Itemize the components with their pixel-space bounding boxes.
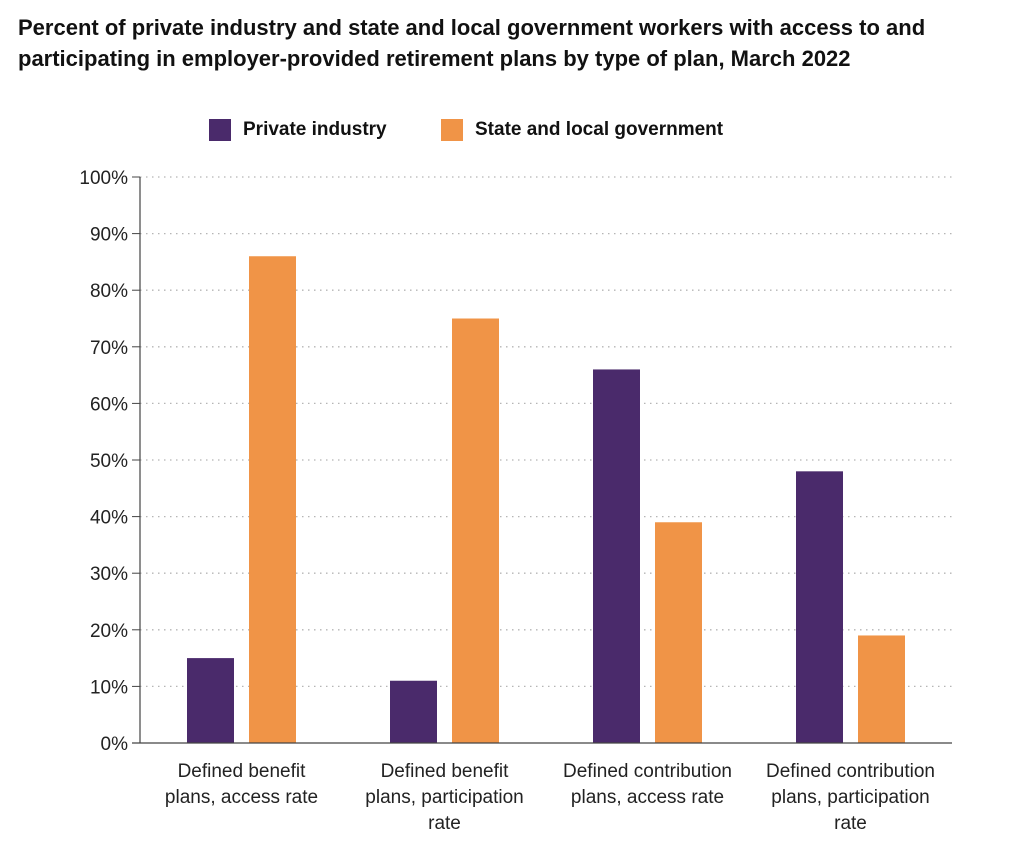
bar-state-and-local-government-1[interactable]: State and local government: 75% — [452, 319, 499, 744]
x-tick-label: Defined contribution plans, participation… — [766, 761, 935, 834]
legend: Private industry State and local governm… — [0, 117, 1024, 143]
bar-private-industry-1[interactable]: Private industry: 11% — [390, 681, 437, 743]
y-tick-label: 100% — [79, 168, 128, 189]
y-tick-label: 90% — [90, 225, 128, 246]
legend-label-private-industry: Private industry — [243, 119, 387, 141]
bars: Private industry: 15% State and local gov… — [187, 256, 905, 743]
x-tick-label: Defined benefit plans, access rate — [165, 761, 318, 808]
y-tick-label: 70% — [90, 338, 128, 359]
x-axis-labels: Defined benefit plans, access rate Defined… — [165, 761, 935, 834]
y-tick-label: 80% — [90, 281, 128, 302]
x-tick-label: Defined benefit plans, participation rate — [365, 761, 523, 834]
y-axis-ticks: 0% 10% 20% 30% 40% 50% 60% 70% 80% 90% 100% — [79, 168, 140, 755]
y-tick-label: 10% — [90, 677, 128, 698]
legend-item-private-industry[interactable]: Private industry — [209, 117, 387, 143]
chart-title: Percent of private industry and state an… — [18, 12, 978, 74]
y-tick-label: 20% — [90, 621, 128, 642]
legend-swatch-state-local-government — [441, 119, 463, 141]
legend-item-state-local-government[interactable]: State and local government — [441, 117, 723, 143]
bar-private-industry-2[interactable]: Private industry: 66% — [593, 369, 640, 743]
x-tick-label: Defined contribution plans, access rate — [563, 761, 732, 808]
y-tick-label: 60% — [90, 394, 128, 415]
y-tick-label: 30% — [90, 564, 128, 585]
legend-label-state-local-government: State and local government — [475, 119, 723, 141]
y-tick-label: 0% — [101, 734, 129, 755]
bar-state-and-local-government-3[interactable]: State and local government: 19% — [858, 635, 905, 743]
y-tick-label: 40% — [90, 508, 128, 529]
y-tick-label: 50% — [90, 451, 128, 472]
bar-private-industry-0[interactable]: Private industry: 15% — [187, 658, 234, 743]
bar-private-industry-3[interactable]: Private industry: 48% — [796, 471, 843, 743]
bar-state-and-local-government-2[interactable]: State and local government: 39% — [655, 522, 702, 743]
legend-swatch-private-industry — [209, 119, 231, 141]
bar-state-and-local-government-0[interactable]: State and local government: 86% — [249, 256, 296, 743]
